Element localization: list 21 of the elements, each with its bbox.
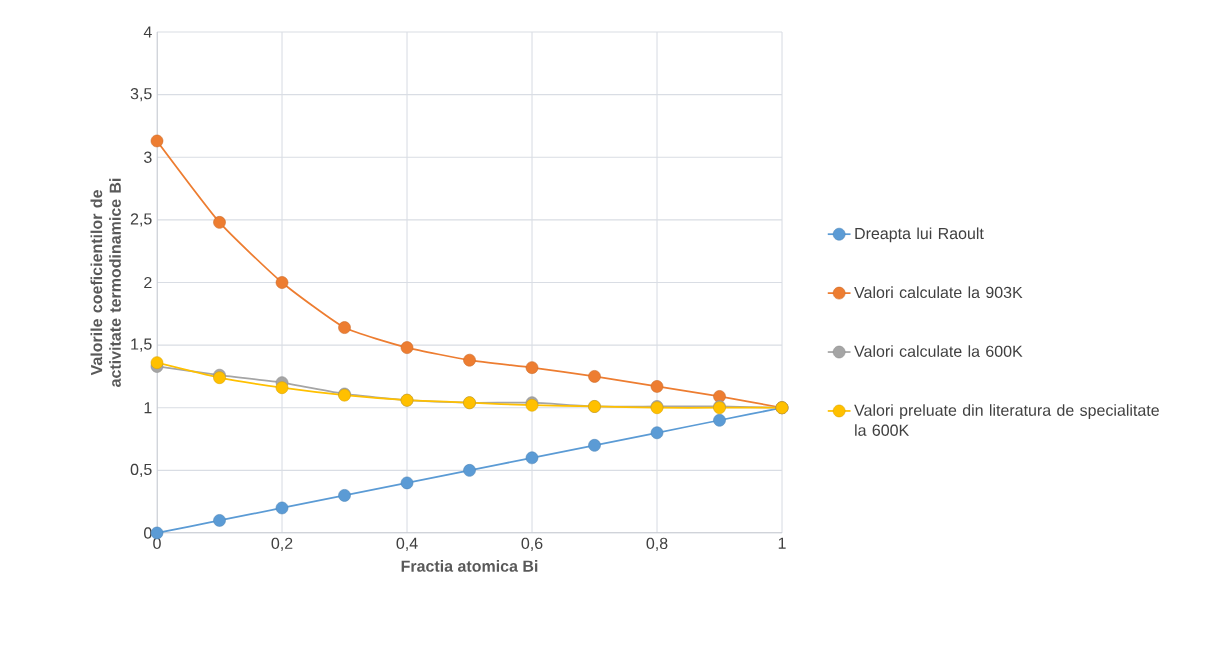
x-tick-label: 0,8 <box>646 537 668 551</box>
x-axis-title: Fractia atomica Bi <box>401 560 538 572</box>
legend-label: Valori calculate la 903K <box>854 286 1023 299</box>
x-tick-label: 1 <box>778 537 786 549</box>
legend-label: Valori preluate din literatura de specialitate la 600K <box>854 404 1159 436</box>
y-tick-label: 0,5 <box>130 463 152 477</box>
x-tick-label: 0,6 <box>521 537 543 551</box>
x-tick-label: 0 <box>153 537 161 550</box>
y-tick-label: 4 <box>143 26 152 38</box>
y-tick-label: 0 <box>144 527 152 539</box>
legend-label: Valori calculate la 600K <box>854 345 1023 357</box>
y-tick-label: 2,5 <box>130 213 152 227</box>
y-axis-title: Valorile coeficientilor de activitate termodinamice Bi <box>90 178 121 387</box>
x-tick-label: 0,2 <box>271 537 293 551</box>
y-tick-label: 1,5 <box>131 338 152 352</box>
legend-label: Dreapta lui Raoult <box>855 227 984 243</box>
y-tick-label: 1 <box>144 402 152 414</box>
y-tick-label: 3,5 <box>130 88 152 102</box>
x-tick-label: 0,4 <box>396 537 418 551</box>
y-tick-label: 2 <box>144 276 152 289</box>
y-tick-label: 3 <box>144 151 152 163</box>
